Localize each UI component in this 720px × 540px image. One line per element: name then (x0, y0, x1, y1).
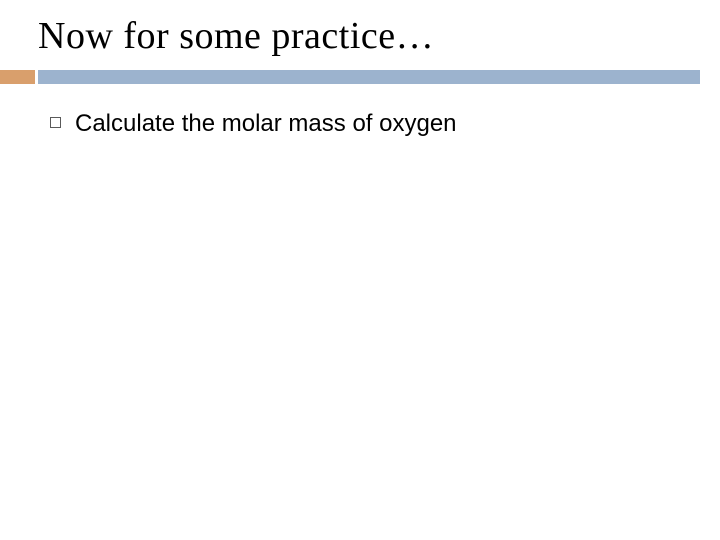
list-item: Calculate the molar mass of oxygen (50, 108, 680, 139)
divider-main (38, 70, 700, 84)
bullet-square-icon (50, 117, 61, 128)
slide-title: Now for some practice… (0, 0, 720, 70)
divider-accent (0, 70, 35, 84)
bullet-text: Calculate the molar mass of oxygen (75, 108, 457, 139)
bullet-list: Calculate the molar mass of oxygen (0, 84, 720, 139)
slide: Now for some practice… Calculate the mol… (0, 0, 720, 540)
divider (0, 70, 720, 84)
